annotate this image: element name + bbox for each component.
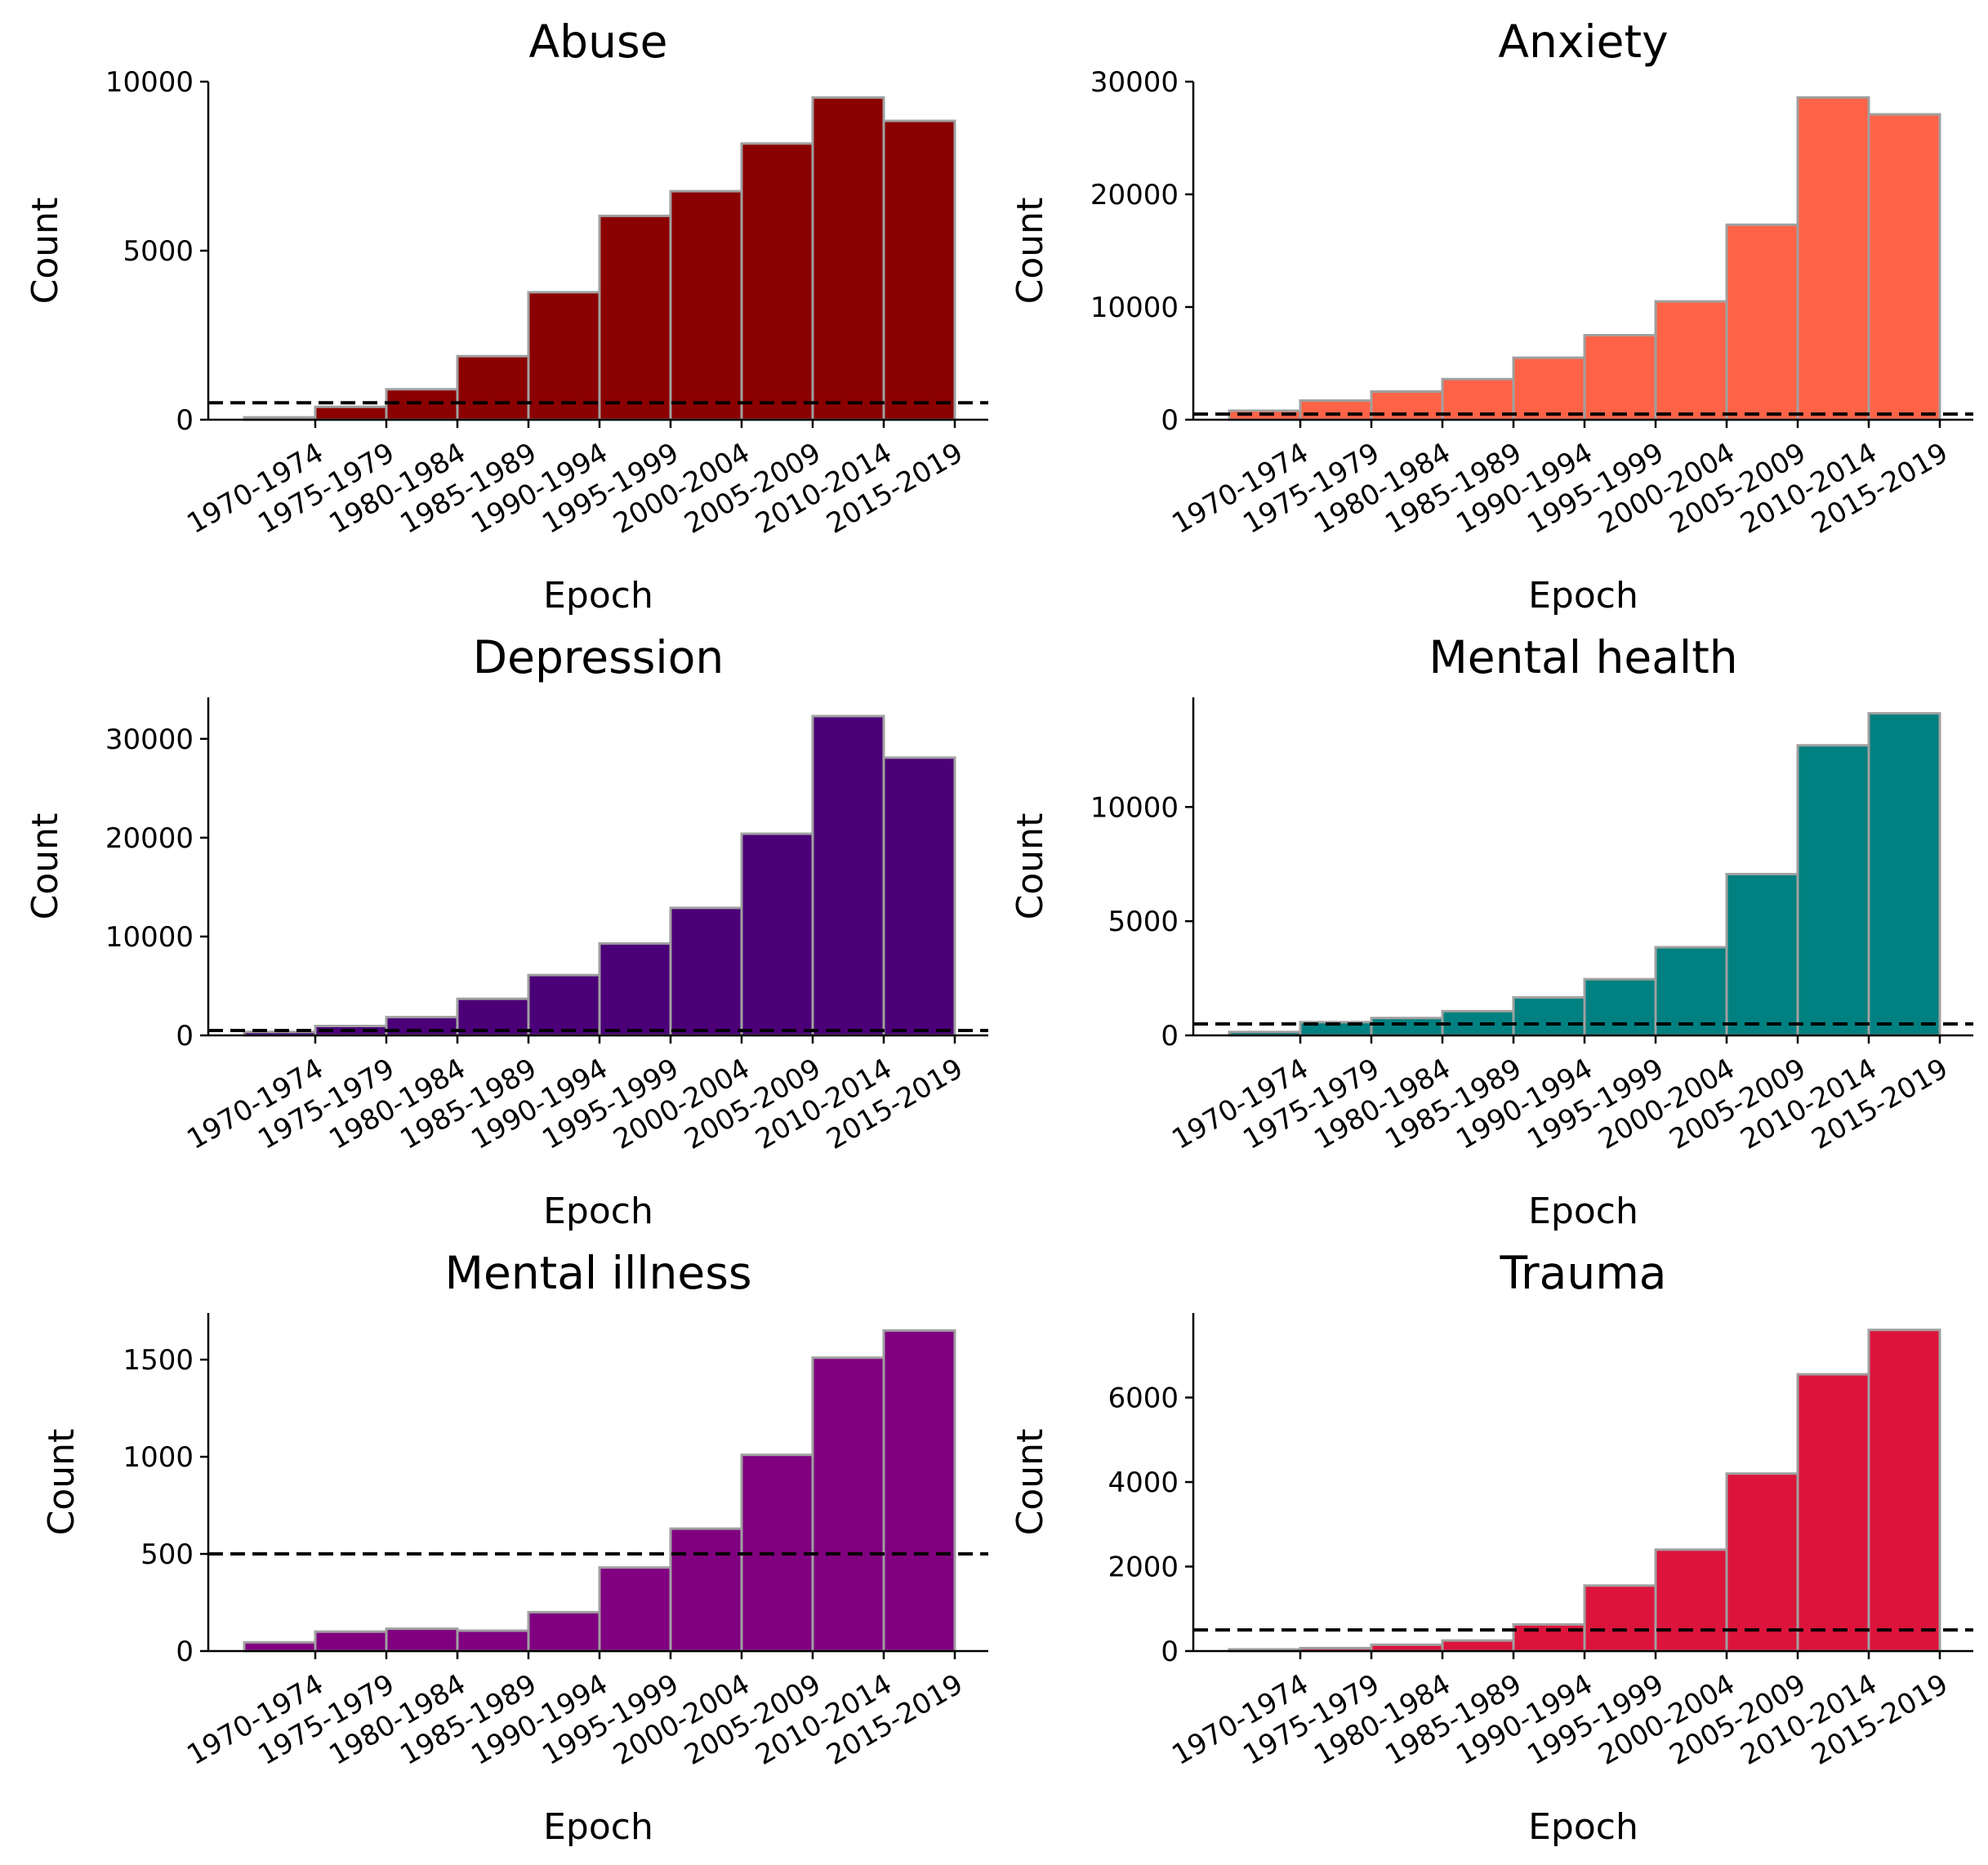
y-tick-label: 0 — [176, 404, 194, 437]
bar — [1654, 946, 1728, 1037]
y-tick-label: 500 — [140, 1538, 194, 1571]
subplot-depression: Depression01000020000300001970-19741975-… — [25, 631, 988, 1232]
y-tick-label: 20000 — [1090, 179, 1179, 211]
bar — [385, 1016, 459, 1037]
x-axis-label: Epoch — [1528, 1806, 1638, 1848]
bar — [243, 1640, 317, 1653]
x-axis-label: Epoch — [543, 1191, 653, 1232]
y-tick-label: 0 — [176, 1636, 194, 1668]
bar — [314, 405, 388, 421]
bar — [527, 973, 601, 1037]
y-tick-label: 0 — [1161, 1636, 1179, 1668]
bar — [1654, 300, 1728, 421]
bar — [598, 941, 672, 1037]
bar — [1654, 1548, 1728, 1653]
y-axis-label: Count — [1010, 198, 1051, 305]
bar — [1299, 399, 1373, 421]
bar — [1512, 996, 1586, 1037]
bar — [1441, 1639, 1515, 1653]
y-axis-label: Count — [25, 198, 66, 305]
y-tick-label: 1000 — [123, 1441, 194, 1474]
bar — [1867, 712, 1941, 1037]
bar — [1725, 873, 1799, 1037]
bar — [456, 354, 530, 421]
y-axis-label: Count — [25, 813, 66, 920]
bar — [456, 997, 530, 1037]
chart-title: Mental illness — [444, 1247, 751, 1299]
bar — [456, 1629, 530, 1653]
subplot-mental-health: Mental health05000100001970-19741975-197… — [1010, 631, 1973, 1232]
bar — [527, 1610, 601, 1653]
bar — [1583, 1584, 1657, 1653]
bar — [1725, 1472, 1799, 1653]
y-tick-label: 5000 — [123, 235, 194, 268]
bar — [385, 1627, 459, 1653]
bar — [314, 1630, 388, 1653]
chart-title: Mental health — [1429, 631, 1737, 683]
bar — [1796, 1373, 1870, 1653]
bar — [598, 214, 672, 421]
chart-title: Abuse — [529, 16, 668, 68]
y-tick-label: 10000 — [1090, 292, 1179, 324]
bar — [1796, 96, 1870, 421]
bar — [1867, 1329, 1941, 1653]
bar — [811, 714, 885, 1037]
bar — [882, 1329, 956, 1653]
bar — [811, 1356, 885, 1653]
bar — [527, 291, 601, 421]
y-axis-label: Count — [1010, 1429, 1051, 1536]
y-tick-label: 4000 — [1108, 1467, 1179, 1499]
y-tick-label: 20000 — [105, 822, 194, 855]
bar — [882, 119, 956, 421]
subplot-trauma: Trauma02000400060001970-19741975-1979198… — [1010, 1247, 1973, 1848]
chart-title: Depression — [473, 631, 724, 683]
y-tick-label: 30000 — [1090, 66, 1179, 99]
chart-title: Trauma — [1500, 1247, 1667, 1299]
bar — [1867, 113, 1941, 421]
x-axis-label: Epoch — [1528, 1191, 1638, 1232]
bar — [740, 1453, 814, 1653]
y-tick-label: 30000 — [105, 723, 194, 756]
x-axis-label: Epoch — [543, 1806, 653, 1848]
bar — [669, 906, 743, 1037]
y-axis-label: Count — [1010, 813, 1051, 920]
bar — [740, 832, 814, 1037]
subplot-mental-illness: Mental illness0500100015001970-19741975-… — [41, 1247, 988, 1848]
chart-title: Anxiety — [1498, 16, 1668, 68]
bar — [669, 189, 743, 421]
subplot-anxiety: Anxiety01000020000300001970-19741975-197… — [1010, 16, 1973, 616]
y-tick-label: 10000 — [105, 66, 194, 99]
bar — [1583, 977, 1657, 1037]
subplot-abuse: Abuse05000100001970-19741975-19791980-19… — [25, 16, 988, 616]
y-tick-label: 10000 — [1090, 791, 1179, 824]
bar — [811, 96, 885, 421]
bar — [740, 142, 814, 421]
y-tick-label: 5000 — [1108, 906, 1179, 938]
y-axis-label: Count — [41, 1429, 82, 1536]
y-tick-label: 0 — [1161, 404, 1179, 437]
bar — [1583, 334, 1657, 421]
x-axis-label: Epoch — [1528, 575, 1638, 616]
bar — [882, 756, 956, 1037]
y-tick-label: 0 — [176, 1020, 194, 1053]
bar — [1512, 356, 1586, 421]
y-tick-label: 0 — [1161, 1020, 1179, 1053]
y-tick-label: 1500 — [123, 1344, 194, 1377]
bar — [1796, 744, 1870, 1037]
bar — [669, 1527, 743, 1653]
y-tick-label: 10000 — [105, 921, 194, 954]
y-tick-label: 2000 — [1108, 1551, 1179, 1584]
bar — [1370, 1017, 1444, 1037]
bar — [598, 1566, 672, 1653]
bar — [385, 388, 459, 421]
bar — [1725, 223, 1799, 421]
y-tick-label: 6000 — [1108, 1382, 1179, 1415]
x-axis-label: Epoch — [543, 575, 653, 616]
